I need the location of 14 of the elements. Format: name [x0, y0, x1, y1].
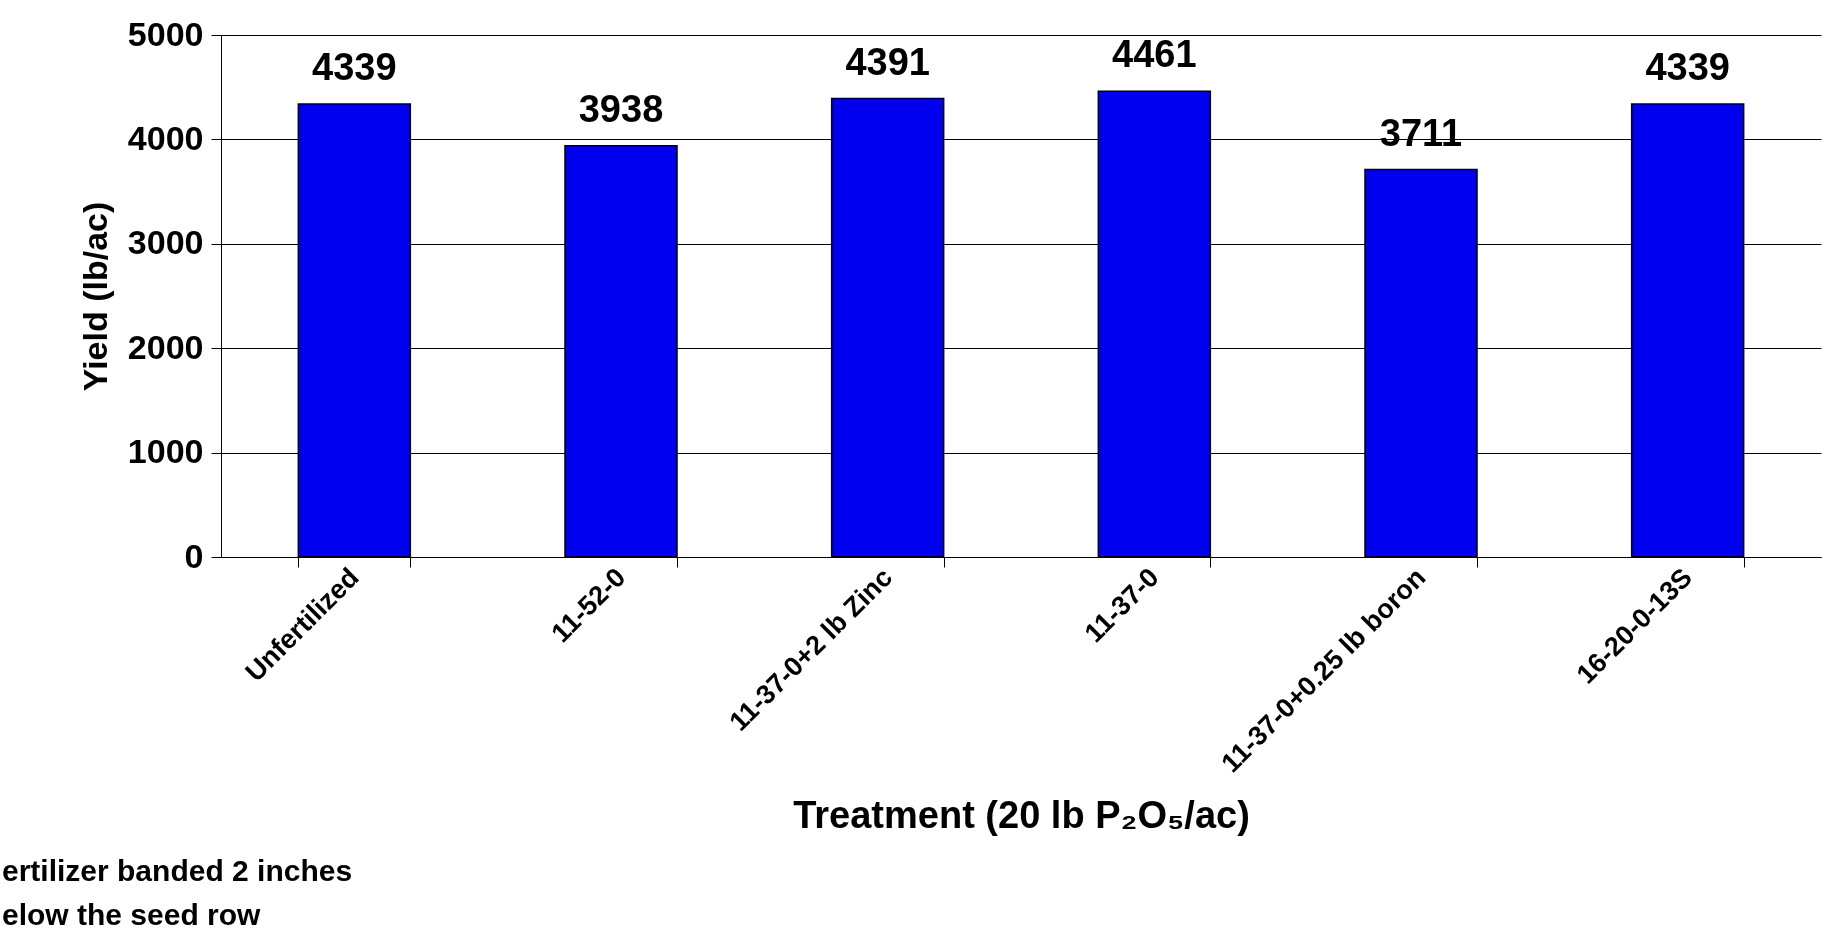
y-tick-label: 1000: [127, 432, 204, 471]
y-tick-label: 4000: [127, 118, 204, 157]
data-label: 3938: [578, 87, 664, 130]
data-label: 4461: [1112, 33, 1197, 76]
text: ertilizer banded 2 inches elow the seed row: [2, 854, 353, 931]
y-tick-label: 2000: [127, 327, 204, 366]
data-label: 4339: [312, 46, 397, 89]
y-tick-label: 0: [184, 536, 204, 575]
x-axis-title: Treatment (20 lb P₂O₅/ac): [793, 793, 1250, 836]
data-label: 4339: [1645, 46, 1730, 89]
y-tick-label: 5000: [127, 14, 204, 53]
data-label: 4391: [845, 40, 930, 83]
y-tick-label: 3000: [127, 223, 204, 262]
y-axis-title: Yield (lb/ac): [75, 201, 114, 392]
